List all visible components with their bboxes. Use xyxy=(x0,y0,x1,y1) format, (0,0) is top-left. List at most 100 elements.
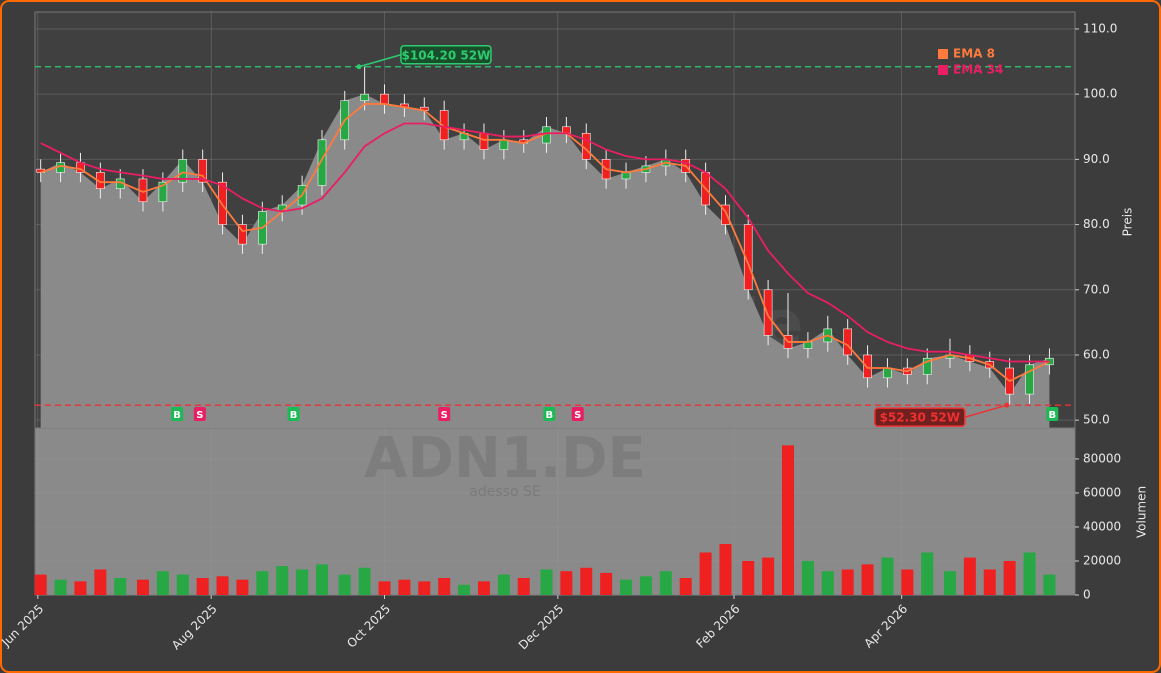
volume-bar xyxy=(560,571,573,595)
candle-body xyxy=(922,357,932,375)
high_52w-arrowhead xyxy=(356,64,362,70)
signal-label: B xyxy=(1048,410,1056,421)
y-tick-label: 60.0 xyxy=(1083,347,1110,361)
signal-label: S xyxy=(196,410,203,421)
candle-body xyxy=(178,159,188,183)
volume-bar xyxy=(54,579,67,595)
y2-tick-label: 0 xyxy=(1083,588,1091,602)
volume-bar xyxy=(196,577,209,595)
symbol-watermark: ADN1.DE xyxy=(364,426,646,491)
y-axis-label: Preis xyxy=(1121,208,1135,237)
y-tick-label: 90.0 xyxy=(1083,152,1110,166)
high_52w-box xyxy=(400,45,492,65)
volume-bar xyxy=(782,445,795,595)
y-tick-label: 110.0 xyxy=(1083,21,1117,35)
volume-bar xyxy=(276,566,289,595)
candle-body xyxy=(1025,364,1034,395)
signal-marker xyxy=(287,407,300,421)
volume-bar xyxy=(719,543,732,595)
legend-label: EMA 8 xyxy=(953,47,995,61)
volume-bar xyxy=(114,577,127,595)
y2-tick-label: 80000 xyxy=(1083,451,1121,465)
volume-bar xyxy=(1023,552,1036,595)
y2-axis-label: Volumen xyxy=(1135,486,1149,538)
volume-bar xyxy=(398,579,411,595)
y-tick-label: 70.0 xyxy=(1083,282,1110,296)
y2-tick-label: 60000 xyxy=(1083,485,1121,499)
candle-body xyxy=(317,139,327,186)
volume-bar xyxy=(679,577,692,595)
low_52w-arrowhead xyxy=(1004,402,1010,408)
y-tick-label: 100.0 xyxy=(1083,87,1117,101)
volume-bar xyxy=(983,569,996,595)
high_52w-label: $104.20 52W xyxy=(402,48,491,62)
candle-body xyxy=(743,224,753,291)
volume-bar xyxy=(315,564,328,595)
volume-bar xyxy=(418,581,431,595)
volume-bar xyxy=(699,552,712,595)
volume-bar xyxy=(963,557,976,595)
volume-bar xyxy=(659,571,672,595)
volume-bar xyxy=(821,571,834,595)
volume-bar xyxy=(378,581,391,595)
volume-bar xyxy=(921,552,934,595)
candle-body xyxy=(721,204,730,225)
candle-body xyxy=(803,341,813,349)
candle-body xyxy=(238,224,247,245)
volume-bar xyxy=(1003,560,1016,595)
candle-body xyxy=(562,126,571,134)
volume-bar xyxy=(600,572,613,595)
legend-swatch xyxy=(938,65,948,75)
candle-body xyxy=(499,139,509,150)
signal-marker xyxy=(543,407,556,421)
ema-line xyxy=(40,122,1050,363)
volume-bar xyxy=(296,569,309,595)
volume-bar xyxy=(74,581,87,595)
volume-bar xyxy=(136,579,149,595)
candle-body xyxy=(863,354,872,379)
volume-bar xyxy=(639,576,652,595)
low_52w-box xyxy=(874,407,966,427)
volume-bar xyxy=(236,579,249,595)
signal-label: S xyxy=(441,410,448,421)
volume-bar xyxy=(34,574,47,595)
legend-label: EMA 34 xyxy=(953,63,1003,77)
volume-bar xyxy=(943,571,956,595)
volume-bar xyxy=(620,579,633,595)
close-area xyxy=(40,94,1050,428)
legend-swatch xyxy=(938,49,948,59)
y-tick-label: 50.0 xyxy=(1083,413,1110,427)
volume-bar xyxy=(156,571,169,595)
signal-marker xyxy=(438,407,451,421)
signal-marker xyxy=(171,407,184,421)
signal-label: S xyxy=(574,410,581,421)
volume-bar xyxy=(540,569,553,595)
candle-body xyxy=(763,289,773,336)
volume-bar xyxy=(176,574,189,595)
candle-body xyxy=(198,159,207,183)
candle-body xyxy=(380,93,389,105)
volume-bar xyxy=(881,557,894,595)
candle-body xyxy=(218,181,227,225)
volume-bar xyxy=(458,584,471,595)
candle-body xyxy=(883,367,892,379)
volume-bar xyxy=(517,577,530,595)
y2-tick-label: 20000 xyxy=(1083,553,1121,567)
volume-bar xyxy=(801,560,814,595)
signal-label: B xyxy=(546,410,554,421)
volume-bar xyxy=(841,569,854,595)
y-tick-label: 80.0 xyxy=(1083,217,1110,231)
candle-body xyxy=(621,172,631,180)
low_52w-arrow xyxy=(964,404,1008,418)
volume-bar xyxy=(762,557,775,595)
signal-label: B xyxy=(290,410,298,421)
candle-body xyxy=(843,328,852,356)
y2-tick-label: 40000 xyxy=(1083,519,1121,533)
candle-body xyxy=(439,110,449,141)
high_52w-arrow xyxy=(358,54,402,68)
volume-bar xyxy=(580,567,593,595)
candle-body xyxy=(360,93,369,101)
